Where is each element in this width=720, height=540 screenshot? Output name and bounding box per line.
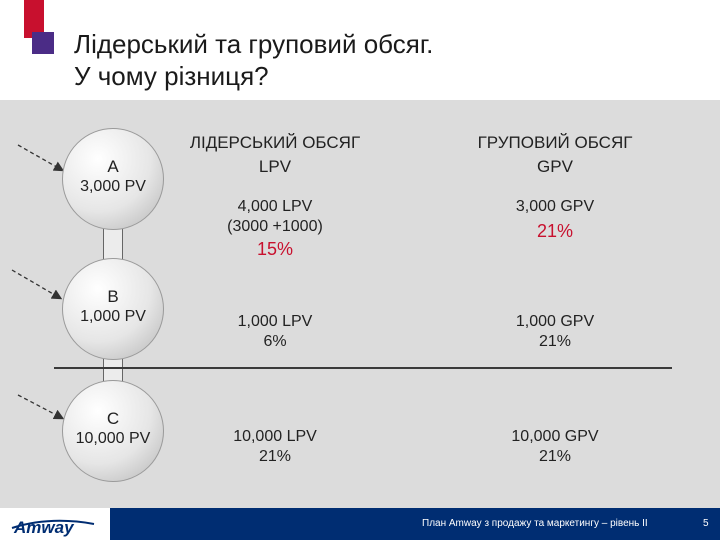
gpv-percent: 21% [538, 333, 572, 350]
node-letter: B [107, 287, 119, 306]
lpv-percent: 15% [256, 239, 294, 259]
purple-square-decoration [32, 32, 54, 54]
page-number: 5 [703, 518, 709, 529]
group-header: ГРУПОВИЙ ОБСЯГ GPV [450, 133, 660, 177]
row-a-lpv: 4,000 LPV (3000 +1000) 15% [170, 197, 380, 259]
title-line-2: У чому різниця? [74, 61, 269, 91]
leader-header-sub: LPV [258, 157, 292, 176]
leader-header-title: ЛІДЕРСЬКИЙ ОБСЯГ [189, 133, 361, 152]
title-line-1: Лідерський та груповий обсяг. [74, 29, 434, 59]
gpv-percent: 21% [536, 221, 574, 241]
gpv-value: 10,000 GPV [511, 428, 599, 445]
gpv-percent: 21% [538, 448, 572, 465]
red-square-decoration [24, 0, 44, 38]
node-letter: A [107, 157, 119, 176]
group-header-title: ГРУПОВИЙ ОБСЯГ [477, 133, 633, 152]
node-c: C 10,000 PV [62, 380, 164, 482]
lpv-percent: 21% [258, 448, 292, 465]
group-header-sub: GPV [537, 157, 573, 176]
slide-title: Лідерський та груповий обсяг. У чому різ… [74, 28, 433, 92]
arrow-icon [17, 144, 65, 172]
arrow-icon [11, 269, 63, 300]
row-a-gpv: 3,000 GPV 21% [450, 197, 660, 241]
arrows [11, 144, 65, 420]
node-pv: 1,000 PV [80, 308, 146, 325]
footer-bar [110, 508, 720, 540]
gpv-value: 1,000 GPV [515, 313, 595, 330]
lpv-calculation: (3000 +1000) [227, 218, 323, 235]
row-c-lpv: 10,000 LPV 21% [170, 427, 380, 467]
node-pv: 3,000 PV [80, 178, 146, 195]
node-a: A 3,000 PV [62, 128, 164, 230]
leader-header: ЛІДЕРСЬКИЙ ОБСЯГ LPV [170, 133, 380, 177]
lpv-value: 1,000 LPV [237, 313, 313, 330]
lpv-percent: 6% [263, 333, 287, 350]
amway-logo: Amway [11, 518, 95, 537]
footer-text: План Amway з продажу та маркетингу – рів… [422, 518, 648, 529]
arrow-icon [17, 394, 65, 420]
row-b-lpv: 1,000 LPV 6% [170, 312, 380, 352]
separator-line [54, 367, 672, 369]
node-b: B 1,000 PV [62, 258, 164, 360]
svg-text:Amway: Amway [13, 518, 75, 537]
node-letter: C [106, 409, 120, 428]
lpv-value: 10,000 LPV [233, 428, 317, 445]
connector-a-b [103, 222, 123, 262]
lpv-value: 4,000 LPV [237, 198, 313, 215]
row-c-gpv: 10,000 GPV 21% [450, 427, 660, 467]
row-b-gpv: 1,000 GPV 21% [450, 312, 660, 352]
node-pv: 10,000 PV [75, 430, 151, 447]
header: Лідерський та груповий обсяг. У чому різ… [0, 0, 720, 100]
gpv-value: 3,000 GPV [515, 198, 595, 215]
